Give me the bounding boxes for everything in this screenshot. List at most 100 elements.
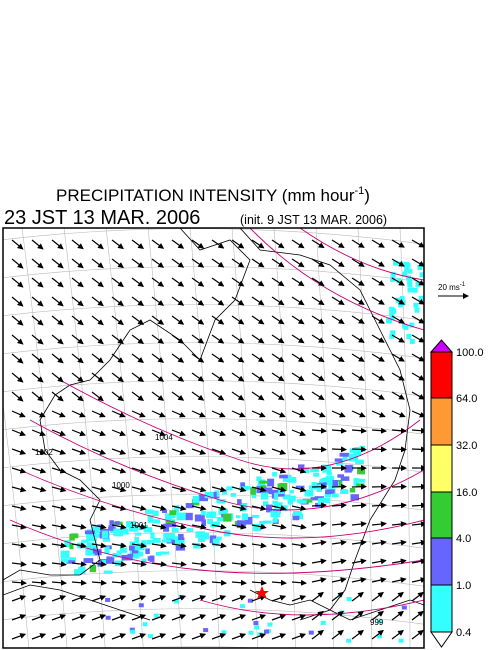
wind-vector	[171, 448, 187, 455]
title-superscript: -1	[355, 185, 365, 197]
precip-cell	[405, 275, 411, 281]
wind-vector	[171, 410, 186, 418]
precip-cell	[134, 545, 145, 551]
wind-vector	[391, 521, 407, 528]
precip-cell	[152, 510, 159, 517]
wind-vector	[151, 334, 165, 344]
precip-cell	[145, 509, 154, 515]
precip-cell	[226, 486, 233, 491]
wind-vector	[151, 523, 167, 530]
wind-vector	[371, 372, 385, 381]
precip-cell	[340, 476, 350, 481]
graticule	[3, 608, 424, 625]
wind-vector	[71, 429, 86, 437]
vector-superscript: -1	[460, 282, 466, 288]
precip-cell	[166, 523, 177, 528]
wind-vector	[171, 372, 185, 382]
precip-cell	[212, 538, 220, 547]
wind-vector	[311, 239, 325, 249]
wind-vector	[91, 372, 104, 383]
precip-cell	[185, 512, 193, 521]
wind-vector	[11, 429, 26, 437]
precip-cell	[105, 615, 111, 620]
wind-vector	[371, 258, 385, 267]
precip-cell	[210, 521, 220, 528]
precip-cell	[186, 528, 194, 532]
wind-vector	[291, 467, 307, 474]
wind-vector	[351, 277, 365, 286]
wind-vector	[371, 502, 387, 509]
colorbar-box	[430, 584, 453, 633]
precip-cell	[83, 558, 94, 564]
wind-vector	[151, 448, 167, 455]
wind-vector	[371, 315, 385, 324]
precip-cell	[155, 552, 162, 556]
graticule	[273, 228, 296, 648]
precip-cell	[162, 539, 172, 543]
precip-cell	[314, 496, 324, 500]
wind-vector	[31, 505, 47, 511]
wind-vector	[411, 410, 424, 418]
wind-vector	[71, 633, 87, 640]
wind-vector	[371, 427, 387, 434]
wind-vector	[311, 296, 325, 306]
wind-vector	[251, 239, 265, 249]
wind-vector	[51, 372, 64, 383]
wind-vector	[131, 505, 147, 511]
wind-vector	[51, 579, 67, 586]
precip-cell	[273, 517, 278, 523]
wind-vector	[331, 539, 347, 546]
precip-cell	[64, 540, 72, 547]
wind-vector	[71, 523, 87, 530]
precip-cell	[349, 487, 356, 493]
wind-vector	[131, 523, 147, 530]
precip-cell	[272, 472, 277, 477]
wind-vector	[231, 315, 245, 325]
wind-vector	[331, 277, 345, 286]
precip-cell	[320, 620, 326, 625]
wind-vector	[131, 334, 144, 345]
precip-cell	[206, 511, 217, 519]
precip-cell	[353, 478, 359, 486]
wind-vector	[91, 467, 107, 474]
wind-vector	[51, 561, 67, 568]
wind-vector	[331, 315, 345, 324]
precip-cell	[241, 513, 248, 521]
wind-vector	[291, 486, 307, 493]
precip-cell	[399, 296, 405, 302]
precip-cell	[356, 483, 365, 487]
wind-vector	[151, 372, 165, 382]
wind-vector	[131, 296, 144, 307]
precip-cell	[244, 516, 253, 525]
wind-vector	[91, 505, 107, 511]
wind-vector	[51, 258, 64, 269]
wind-vector	[411, 296, 424, 305]
precip-cell	[116, 550, 122, 557]
precip-cell	[393, 260, 399, 266]
wind-vector	[271, 410, 286, 418]
contour-label: 1002	[35, 448, 53, 457]
wind-vector	[231, 542, 247, 549]
wind-vector	[31, 429, 46, 437]
wind-vector	[211, 561, 227, 568]
wind-vector	[31, 561, 47, 568]
wind-vector	[51, 595, 67, 602]
isobar	[9, 519, 424, 574]
precip-cell	[105, 597, 111, 602]
wind-vector	[231, 614, 247, 621]
wind-vector	[71, 277, 84, 288]
wind-vector	[71, 372, 84, 383]
wind-vector	[271, 595, 287, 602]
wind-vector	[211, 486, 227, 493]
precip-cell	[407, 268, 413, 274]
wind-vector	[31, 277, 44, 288]
wind-vector	[351, 427, 367, 434]
precip-cell	[78, 566, 86, 575]
precip-cell	[405, 262, 411, 268]
wind-vector	[191, 448, 207, 455]
wind-vector	[71, 391, 84, 402]
precip-cell	[128, 525, 139, 532]
precip-cell	[147, 516, 154, 523]
wind-vector	[391, 446, 407, 453]
wind-vector	[311, 315, 325, 325]
